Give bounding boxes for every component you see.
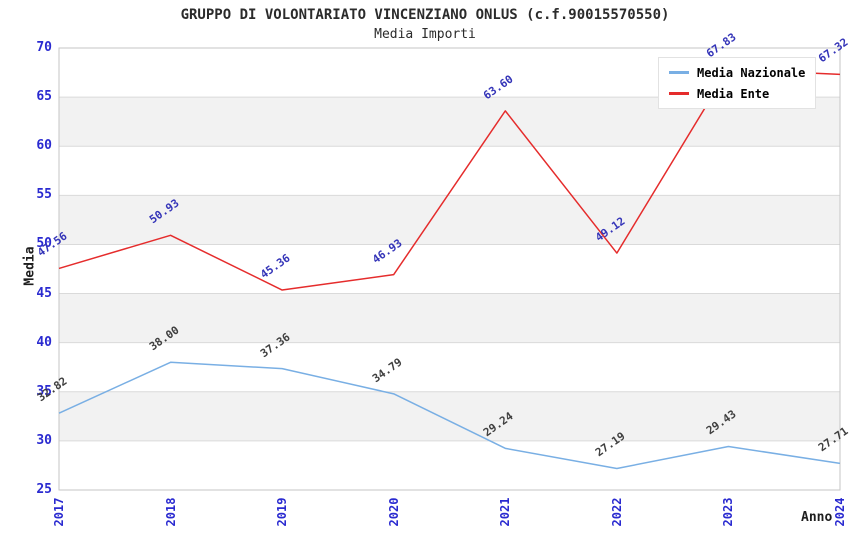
alt-band [59,293,840,343]
y-axis-title: Media [22,246,38,286]
alt-band [59,391,840,441]
legend-item-media-ente: Media Ente [669,83,805,104]
media-nazionale-line-swatch-icon [669,71,689,74]
legend-label-media-nazionale: Media Nazionale [697,65,806,80]
chart-subtitle: Media Importi [374,27,476,42]
media-nazionale-line [58,361,841,470]
chart-title: GRUPPO DI VOLONTARIATO VINCENZIANO ONLUS… [180,7,670,23]
plot-border [58,47,841,491]
media-ente-line-swatch-icon [669,92,689,95]
x-axis-title: Anno [801,510,833,525]
alt-band [59,195,840,245]
legend-label-media-ente: Media Ente [697,86,770,101]
legend: Media Nazionale Media Ente [658,57,817,109]
legend-item-media-nazionale: Media Nazionale [669,62,805,83]
